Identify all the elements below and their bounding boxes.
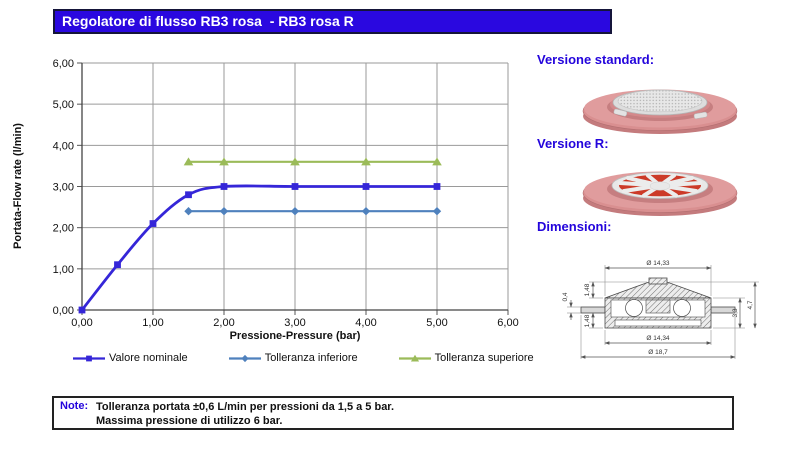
dim-outer-diameter: Ø 18,7 xyxy=(648,349,668,356)
dim-left-lip: 0,4 xyxy=(562,292,569,301)
svg-text:6,00: 6,00 xyxy=(497,317,518,329)
triangle-legend-marker-icon xyxy=(398,354,431,362)
svg-text:2,00: 2,00 xyxy=(53,223,74,235)
svg-text:0,00: 0,00 xyxy=(53,305,74,317)
dim-outer-height: 4,7 xyxy=(747,300,754,309)
svg-text:6,00: 6,00 xyxy=(53,58,74,70)
square-legend-marker-icon xyxy=(73,355,105,361)
dimension-drawing: Ø 14,33 1,48 0,4 1,48 3,3 4,7 Ø 14,34 Ø … xyxy=(562,260,759,359)
dim-inner-height: 3,3 xyxy=(732,308,739,317)
heading-versione-standard: Versione standard: xyxy=(537,52,655,67)
svg-text:3,00: 3,00 xyxy=(53,182,74,194)
legend: Valore nominale Tolleranza inferiore Tolle… xyxy=(72,352,534,364)
page-title: Regolatore di flusso RB3 rosa - RB3 rosa… xyxy=(53,9,612,34)
y-axis-label: Portata-Flow rate (l/min) xyxy=(12,123,24,249)
product-image-r-version xyxy=(582,171,738,216)
dim-upper-left: 1,48 xyxy=(584,283,591,296)
x-axis-label: Pressione-Pressure (bar) xyxy=(229,330,361,342)
svg-text:5,00: 5,00 xyxy=(53,99,74,111)
chart-plot-area: 0,000,00 1,00 1,00 2,00 2,00 3,00 3,00 4,00 4,00… xyxy=(53,58,519,329)
legend-label: Tolleranza inferiore xyxy=(264,352,358,364)
svg-text:0,00: 0,00 xyxy=(71,317,92,329)
note-label: Note: xyxy=(60,400,89,412)
note-line-1: Tolleranza portata ±0,6 L/min per pressi… xyxy=(96,401,395,413)
diamond-legend-marker-icon xyxy=(228,354,261,362)
svg-text:1,00: 1,00 xyxy=(142,317,163,329)
heading-dimensioni: Dimensioni: xyxy=(537,219,612,234)
heading-versione-r: Versione R: xyxy=(537,136,609,151)
svg-text:4,00: 4,00 xyxy=(53,140,74,152)
legend-label: Tolleranza superiore xyxy=(434,352,534,364)
legend-item-1: Tolleranza inferiore xyxy=(228,352,358,364)
svg-text:5,00: 5,00 xyxy=(426,317,447,329)
dim-lower-left: 1,48 xyxy=(584,314,591,327)
svg-text:1,00: 1,00 xyxy=(53,264,74,276)
note-line-2: Massima pressione di utilizzo 6 bar. xyxy=(96,415,283,427)
dim-mid-diameter: Ø 14,34 xyxy=(646,335,670,342)
note-box: Note: Tolleranza portata ±0,6 L/min per … xyxy=(52,396,734,430)
legend-item-2: Tolleranza superiore xyxy=(398,352,534,364)
svg-text:2,00: 2,00 xyxy=(213,317,234,329)
svg-text:4,00: 4,00 xyxy=(355,317,376,329)
legend-item-0: Valore nominale xyxy=(72,352,188,364)
legend-label: Valore nominale xyxy=(109,352,188,364)
svg-text:3,00: 3,00 xyxy=(284,317,305,329)
product-image-standard-version xyxy=(582,89,738,134)
dim-top-diameter: Ø 14,33 xyxy=(646,260,670,267)
